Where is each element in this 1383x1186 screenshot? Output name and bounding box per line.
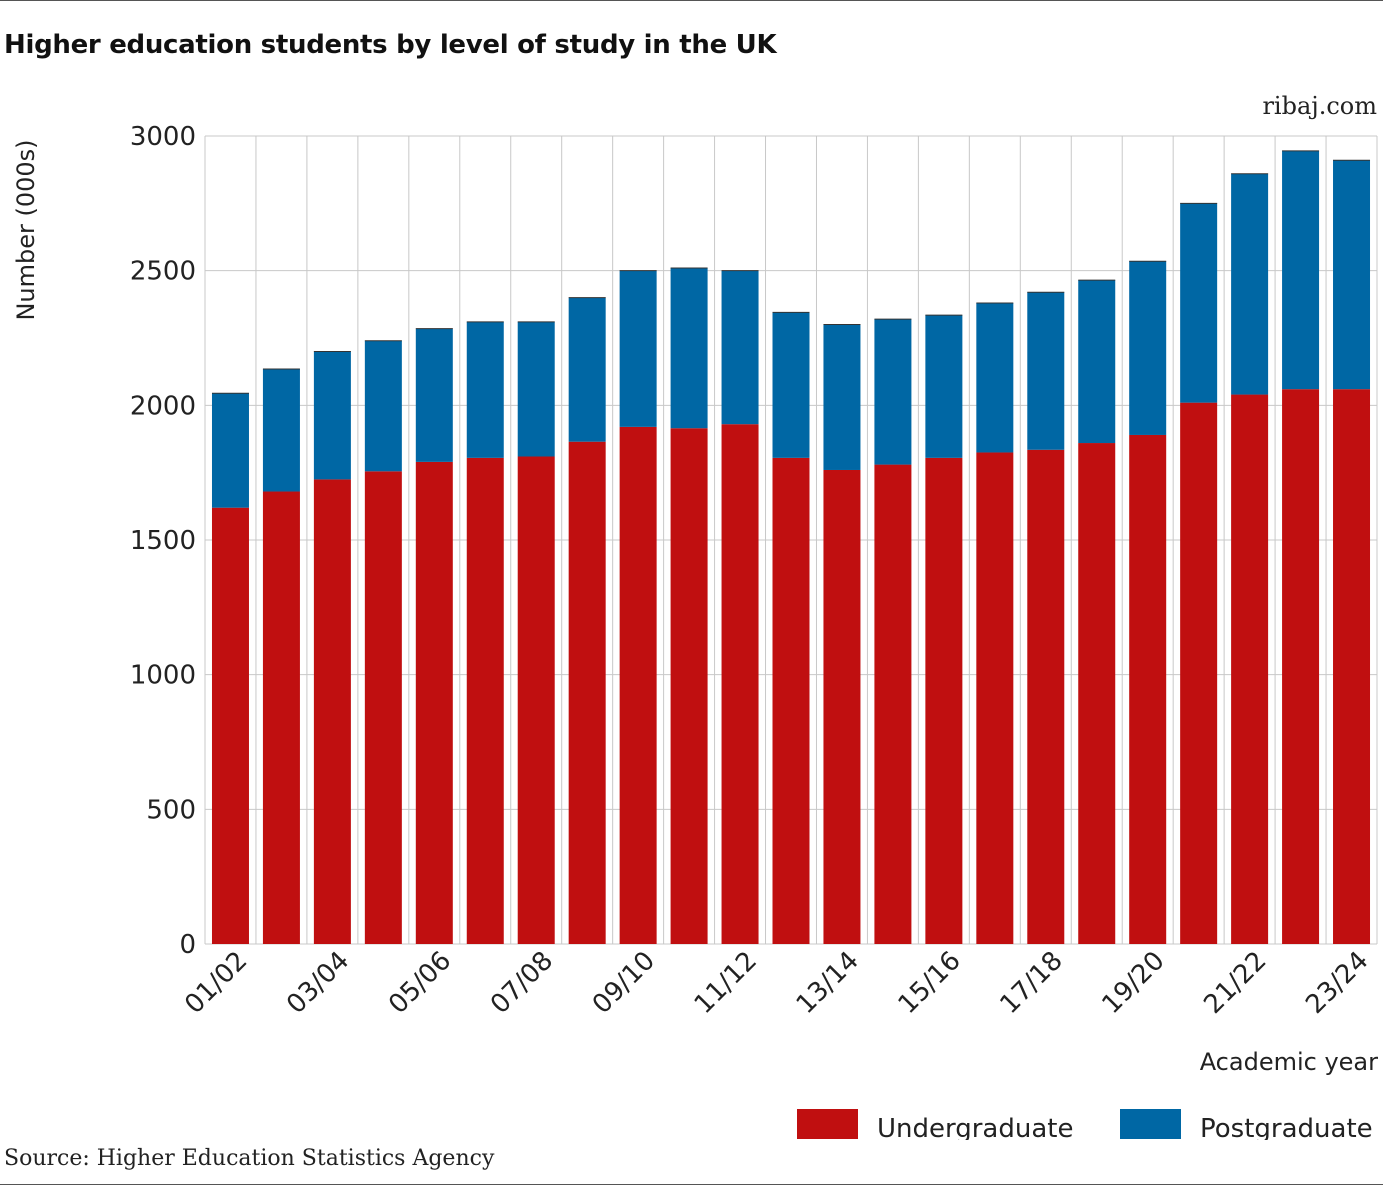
bar-undergraduate-06-07 bbox=[466, 457, 504, 944]
bar-postgraduate-14-15 bbox=[874, 319, 912, 465]
bar-postgraduate-23-24 bbox=[1333, 160, 1371, 390]
brand-label: ribaj.com bbox=[1262, 92, 1377, 120]
bar-postgraduate-06-07 bbox=[466, 321, 504, 458]
bar-undergraduate-10-11 bbox=[670, 428, 708, 944]
bar-undergraduate-04-05 bbox=[364, 471, 402, 944]
bar-undergraduate-14-15 bbox=[874, 464, 912, 944]
x-tick-label: 11/12 bbox=[689, 946, 763, 1020]
bar-undergraduate-07-08 bbox=[517, 456, 555, 944]
x-tick-label: 05/06 bbox=[383, 946, 457, 1020]
bar-postgraduate-02-03 bbox=[262, 368, 300, 492]
bottom-rule bbox=[0, 1184, 1383, 1185]
bar-postgraduate-04-05 bbox=[364, 340, 402, 472]
bar-undergraduate-20-21 bbox=[1180, 402, 1218, 944]
y-tick-label: 0 bbox=[179, 930, 196, 960]
legend-label-postgraduate: Postgraduate bbox=[1200, 1114, 1373, 1140]
x-tick-label: 19/20 bbox=[1096, 946, 1170, 1020]
bar-postgraduate-01-02 bbox=[211, 393, 249, 508]
bar-undergraduate-03-04 bbox=[313, 479, 351, 944]
bar-undergraduate-08-09 bbox=[568, 441, 606, 944]
bar-undergraduate-17-18 bbox=[1027, 449, 1065, 944]
bar-postgraduate-21-22 bbox=[1231, 173, 1269, 395]
bar-undergraduate-15-16 bbox=[925, 457, 963, 944]
bar-postgraduate-15-16 bbox=[925, 315, 963, 458]
bar-undergraduate-16-17 bbox=[976, 452, 1014, 944]
bar-undergraduate-01-02 bbox=[211, 507, 249, 944]
bar-undergraduate-21-22 bbox=[1231, 394, 1269, 944]
legend: Undergraduate Postgraduate bbox=[797, 1109, 1373, 1140]
bar-postgraduate-16-17 bbox=[976, 302, 1014, 453]
bar-postgraduate-09-10 bbox=[619, 270, 657, 427]
x-tick-label: 15/16 bbox=[893, 946, 967, 1020]
bar-layer bbox=[211, 150, 1371, 945]
bar-undergraduate-05-06 bbox=[415, 461, 453, 944]
bar-postgraduate-11-12 bbox=[721, 270, 759, 425]
bar-postgraduate-20-21 bbox=[1180, 203, 1218, 403]
bar-undergraduate-18-19 bbox=[1078, 443, 1116, 944]
bar-undergraduate-12-13 bbox=[772, 457, 810, 944]
y-tick-label: 2500 bbox=[130, 257, 196, 287]
y-tick-label: 500 bbox=[146, 795, 196, 825]
bar-postgraduate-13-14 bbox=[823, 324, 861, 470]
bar-postgraduate-07-08 bbox=[517, 321, 555, 457]
bar-postgraduate-18-19 bbox=[1078, 280, 1116, 444]
bar-postgraduate-22-23 bbox=[1282, 150, 1320, 390]
source-note: Source: Higher Education Statistics Agen… bbox=[4, 1146, 495, 1171]
y-tick-label: 1000 bbox=[130, 661, 196, 691]
bar-postgraduate-19-20 bbox=[1129, 261, 1167, 435]
y-tick-labels: 0 500 1000 1500 2000 2500 3000 bbox=[130, 122, 196, 960]
bar-postgraduate-17-18 bbox=[1027, 292, 1065, 450]
x-axis-label: Academic year bbox=[1200, 1048, 1378, 1076]
chart-title: Higher education students by level of st… bbox=[4, 30, 777, 60]
x-tick-label: 09/10 bbox=[587, 946, 661, 1020]
bar-undergraduate-19-20 bbox=[1129, 434, 1167, 944]
x-tick-label: 07/08 bbox=[485, 946, 559, 1020]
x-tick-label: 03/04 bbox=[281, 946, 355, 1020]
x-tick-label: 21/22 bbox=[1198, 946, 1272, 1020]
legend-label-undergraduate: Undergraduate bbox=[877, 1114, 1073, 1140]
legend-swatch-postgraduate bbox=[1120, 1109, 1181, 1139]
bar-postgraduate-05-06 bbox=[415, 328, 453, 462]
y-tick-label: 2000 bbox=[130, 391, 196, 421]
bar-undergraduate-23-24 bbox=[1333, 389, 1371, 944]
bar-undergraduate-22-23 bbox=[1282, 389, 1320, 944]
bar-postgraduate-08-09 bbox=[568, 297, 606, 442]
y-tick-label: 3000 bbox=[130, 122, 196, 152]
bar-undergraduate-13-14 bbox=[823, 469, 861, 944]
x-tick-labels: 01/02 03/04 05/06 07/08 09/10 11/12 13/14 15/16… bbox=[179, 946, 1374, 1020]
x-tick-label: 17/18 bbox=[995, 946, 1069, 1020]
y-tick-label: 1500 bbox=[130, 526, 196, 556]
y-axis-label: Number (000s) bbox=[12, 139, 40, 320]
x-tick-label: 23/24 bbox=[1300, 946, 1374, 1020]
legend-swatch-undergraduate bbox=[797, 1109, 858, 1139]
bar-undergraduate-02-03 bbox=[262, 491, 300, 944]
bar-undergraduate-11-12 bbox=[721, 424, 759, 945]
top-rule bbox=[0, 0, 1383, 1]
bar-undergraduate-09-10 bbox=[619, 426, 657, 944]
x-tick-label: 13/14 bbox=[791, 946, 865, 1020]
bar-postgraduate-12-13 bbox=[772, 312, 810, 458]
bar-postgraduate-10-11 bbox=[670, 267, 708, 429]
bar-postgraduate-03-04 bbox=[313, 351, 351, 480]
